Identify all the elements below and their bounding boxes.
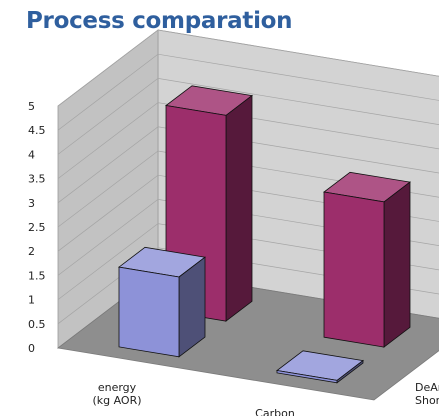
y-tick-label: 2	[28, 245, 35, 258]
category-label: energy (kg AOR)	[92, 381, 141, 407]
depth-axis-series-labels: TraditionalDeAmmon®Short-cut	[415, 381, 439, 407]
category-label: CarbonSource	[255, 407, 295, 416]
bar-deammon-short-cut-1	[276, 350, 364, 384]
gridline	[57, 78, 439, 155]
y-tick-label: 4	[28, 148, 35, 161]
y-tick-label: 0	[28, 342, 35, 355]
x-axis-category-labels: energy(kg AOR) CarbonSource	[92, 381, 294, 416]
chart-bars	[118, 85, 411, 384]
bar-front	[118, 266, 180, 358]
y-tick-label: 2.5	[28, 221, 46, 234]
y-tick-label: 1	[28, 294, 35, 307]
y-tick-label: 3.5	[28, 173, 46, 186]
bar-traditional-1	[323, 171, 411, 348]
series-label: DeAmmon®Short-cut	[415, 381, 439, 407]
y-tick-label: 1.5	[28, 269, 46, 282]
bar-front	[323, 191, 385, 348]
y-tick-label: 4.5	[28, 124, 46, 137]
gridline	[57, 102, 439, 179]
bar-side	[383, 181, 411, 348]
y-axis-ticks: 0 0.5 1 1.5 2 2.5 3 3.5 4 4.5 5	[28, 100, 46, 355]
gridline	[57, 53, 439, 131]
chart-title: Process comparation	[26, 8, 293, 34]
y-tick-label: 3	[28, 197, 35, 210]
bar-deammon-short-cut-0	[118, 246, 206, 358]
y-tick-label: 0.5	[28, 318, 46, 331]
bar-front	[276, 370, 338, 384]
gridline	[57, 126, 439, 204]
gridline	[57, 29, 439, 107]
y-tick-label: 5	[28, 100, 35, 113]
bar-side	[225, 94, 253, 322]
